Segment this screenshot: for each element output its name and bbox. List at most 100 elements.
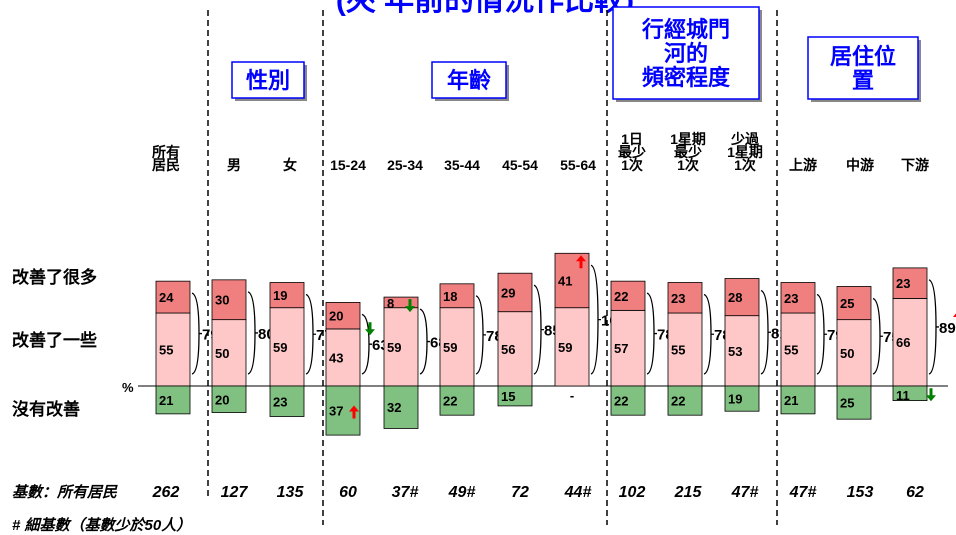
bar-much-improved: [155, 280, 191, 314]
column-label: 15-24: [330, 157, 366, 173]
column-label: 55-64: [560, 157, 596, 173]
base-value: 60: [339, 484, 357, 501]
bar-much-improved: [269, 282, 305, 309]
bar-much-improved: [667, 282, 703, 314]
value-label-somewhat: 66: [896, 335, 910, 350]
bar-much-improved: [211, 279, 247, 321]
value-label-much: 18: [443, 289, 457, 304]
bar-not-improved: [155, 385, 191, 415]
base-value: 37#: [392, 484, 419, 501]
total-bracket: [361, 313, 372, 375]
value-label-none: 25: [840, 396, 854, 411]
group-title-box-gender: [231, 61, 305, 99]
group-title-freq: 行經城門: [641, 17, 730, 42]
total-bracket: [646, 292, 657, 375]
total-bracket: [703, 293, 714, 375]
column-label: 少過: [730, 131, 760, 147]
value-label-none: 21: [784, 393, 798, 408]
chart-title-fragment: (夾 年前的情況作比較): [336, 0, 634, 17]
value-label-somewhat: 55: [784, 343, 798, 358]
column-label: 下游: [901, 157, 929, 173]
total-bracket: [928, 279, 939, 375]
base-value: 44#: [564, 484, 592, 501]
bar-somewhat-improved: [892, 298, 928, 387]
value-label-somewhat: 59: [273, 340, 287, 355]
column-label: 1次: [734, 157, 756, 173]
value-label-none: -: [570, 388, 574, 403]
column-label: 1次: [677, 157, 699, 173]
total-bracket: [816, 293, 827, 375]
group-title-age: 年齡: [447, 68, 491, 93]
base-value: 62: [906, 484, 924, 501]
value-label-much: 23: [671, 291, 685, 306]
column-label: 45-54: [502, 157, 538, 173]
value-label-much: 22: [614, 289, 628, 304]
value-label-much: 30: [215, 293, 229, 308]
bar-much-improved: [383, 296, 419, 309]
value-label-much: 25: [840, 296, 854, 311]
base-value: 262: [152, 484, 180, 501]
total-up-arrow: [953, 313, 956, 317]
column-label: 1次: [621, 157, 643, 173]
value-label-much: 19: [273, 288, 287, 303]
bar-not-improved: [610, 385, 646, 416]
column-label: 最少: [674, 144, 702, 160]
value-label-none: 11: [896, 388, 910, 403]
bar-somewhat-improved: [155, 312, 191, 387]
value-label-none: 37: [329, 404, 343, 419]
much-down-arrow: [405, 299, 415, 313]
base-value: 72: [511, 484, 529, 501]
value-label-somewhat: 55: [671, 343, 685, 358]
total-bracket: [475, 295, 486, 375]
much-up-arrow: [576, 255, 586, 269]
value-label-somewhat: 55: [159, 343, 173, 358]
bar-not-improved: [724, 385, 760, 412]
base-values: 262 127 135 60 37# 49# 72 44# 102 215 47# 47# 153 62: [152, 484, 924, 501]
value-label-much: 29: [501, 285, 515, 300]
bar-much-improved: [780, 282, 816, 314]
base-value: 47#: [789, 484, 817, 501]
group-title-residence: 置: [852, 68, 874, 93]
row-label-not-improved: 沒有改善: [12, 399, 80, 419]
base-value: 102: [619, 484, 646, 501]
value-label-much: 23: [896, 276, 910, 291]
total-bracket: [191, 292, 202, 375]
value-label-none: 32: [387, 400, 401, 415]
value-label-somewhat: 56: [501, 342, 515, 357]
group-title-freq: 頻密程度: [642, 65, 731, 90]
bar-not-improved: [269, 385, 305, 417]
value-label-much: 23: [784, 291, 798, 306]
column-label: 所有: [152, 144, 180, 160]
bar-not-improved: [211, 385, 247, 413]
zero-percent-label: %: [122, 380, 134, 395]
bar-somewhat-improved: [667, 312, 703, 387]
footnote: # 細基數（基數少於50人）: [12, 516, 191, 534]
value-label-none: 15: [501, 389, 515, 404]
column-label: 1星期: [727, 144, 763, 160]
value-label-none: 19: [728, 392, 742, 407]
value-label-somewhat: 53: [728, 344, 742, 359]
bar-much-improved: [610, 280, 646, 311]
bar-not-improved: [892, 385, 928, 401]
row-label-somewhat-improved: 改善了一些: [12, 330, 97, 350]
value-label-much: 20: [329, 309, 343, 324]
group-title-gender: 性別: [246, 68, 290, 93]
base-title: 基數：所有居民: [12, 484, 118, 501]
value-label-much: 24: [159, 290, 174, 305]
group-title-freq: 河的: [664, 41, 708, 66]
group-title-residence: 居住位: [830, 44, 896, 69]
bar-somewhat-improved: [554, 307, 590, 387]
column-label: 最少: [618, 144, 646, 160]
bar-not-improved: [780, 385, 816, 415]
column-labels: 所有居民男女 15-24 25-34 35-44 45-54 55-641日最少1次1星期…: [152, 131, 929, 173]
value-label-none: 23: [273, 394, 287, 409]
bars: 5524217950302080591923774320376359832685…: [155, 252, 956, 436]
column-label: 1星期: [670, 131, 706, 147]
total-value: 89: [939, 320, 956, 337]
column-label: 男: [227, 157, 241, 173]
column-label: 35-44: [444, 157, 480, 173]
total-bracket: [305, 293, 316, 375]
group-title-box-age: [431, 61, 507, 99]
bar-much-improved: [439, 283, 475, 309]
